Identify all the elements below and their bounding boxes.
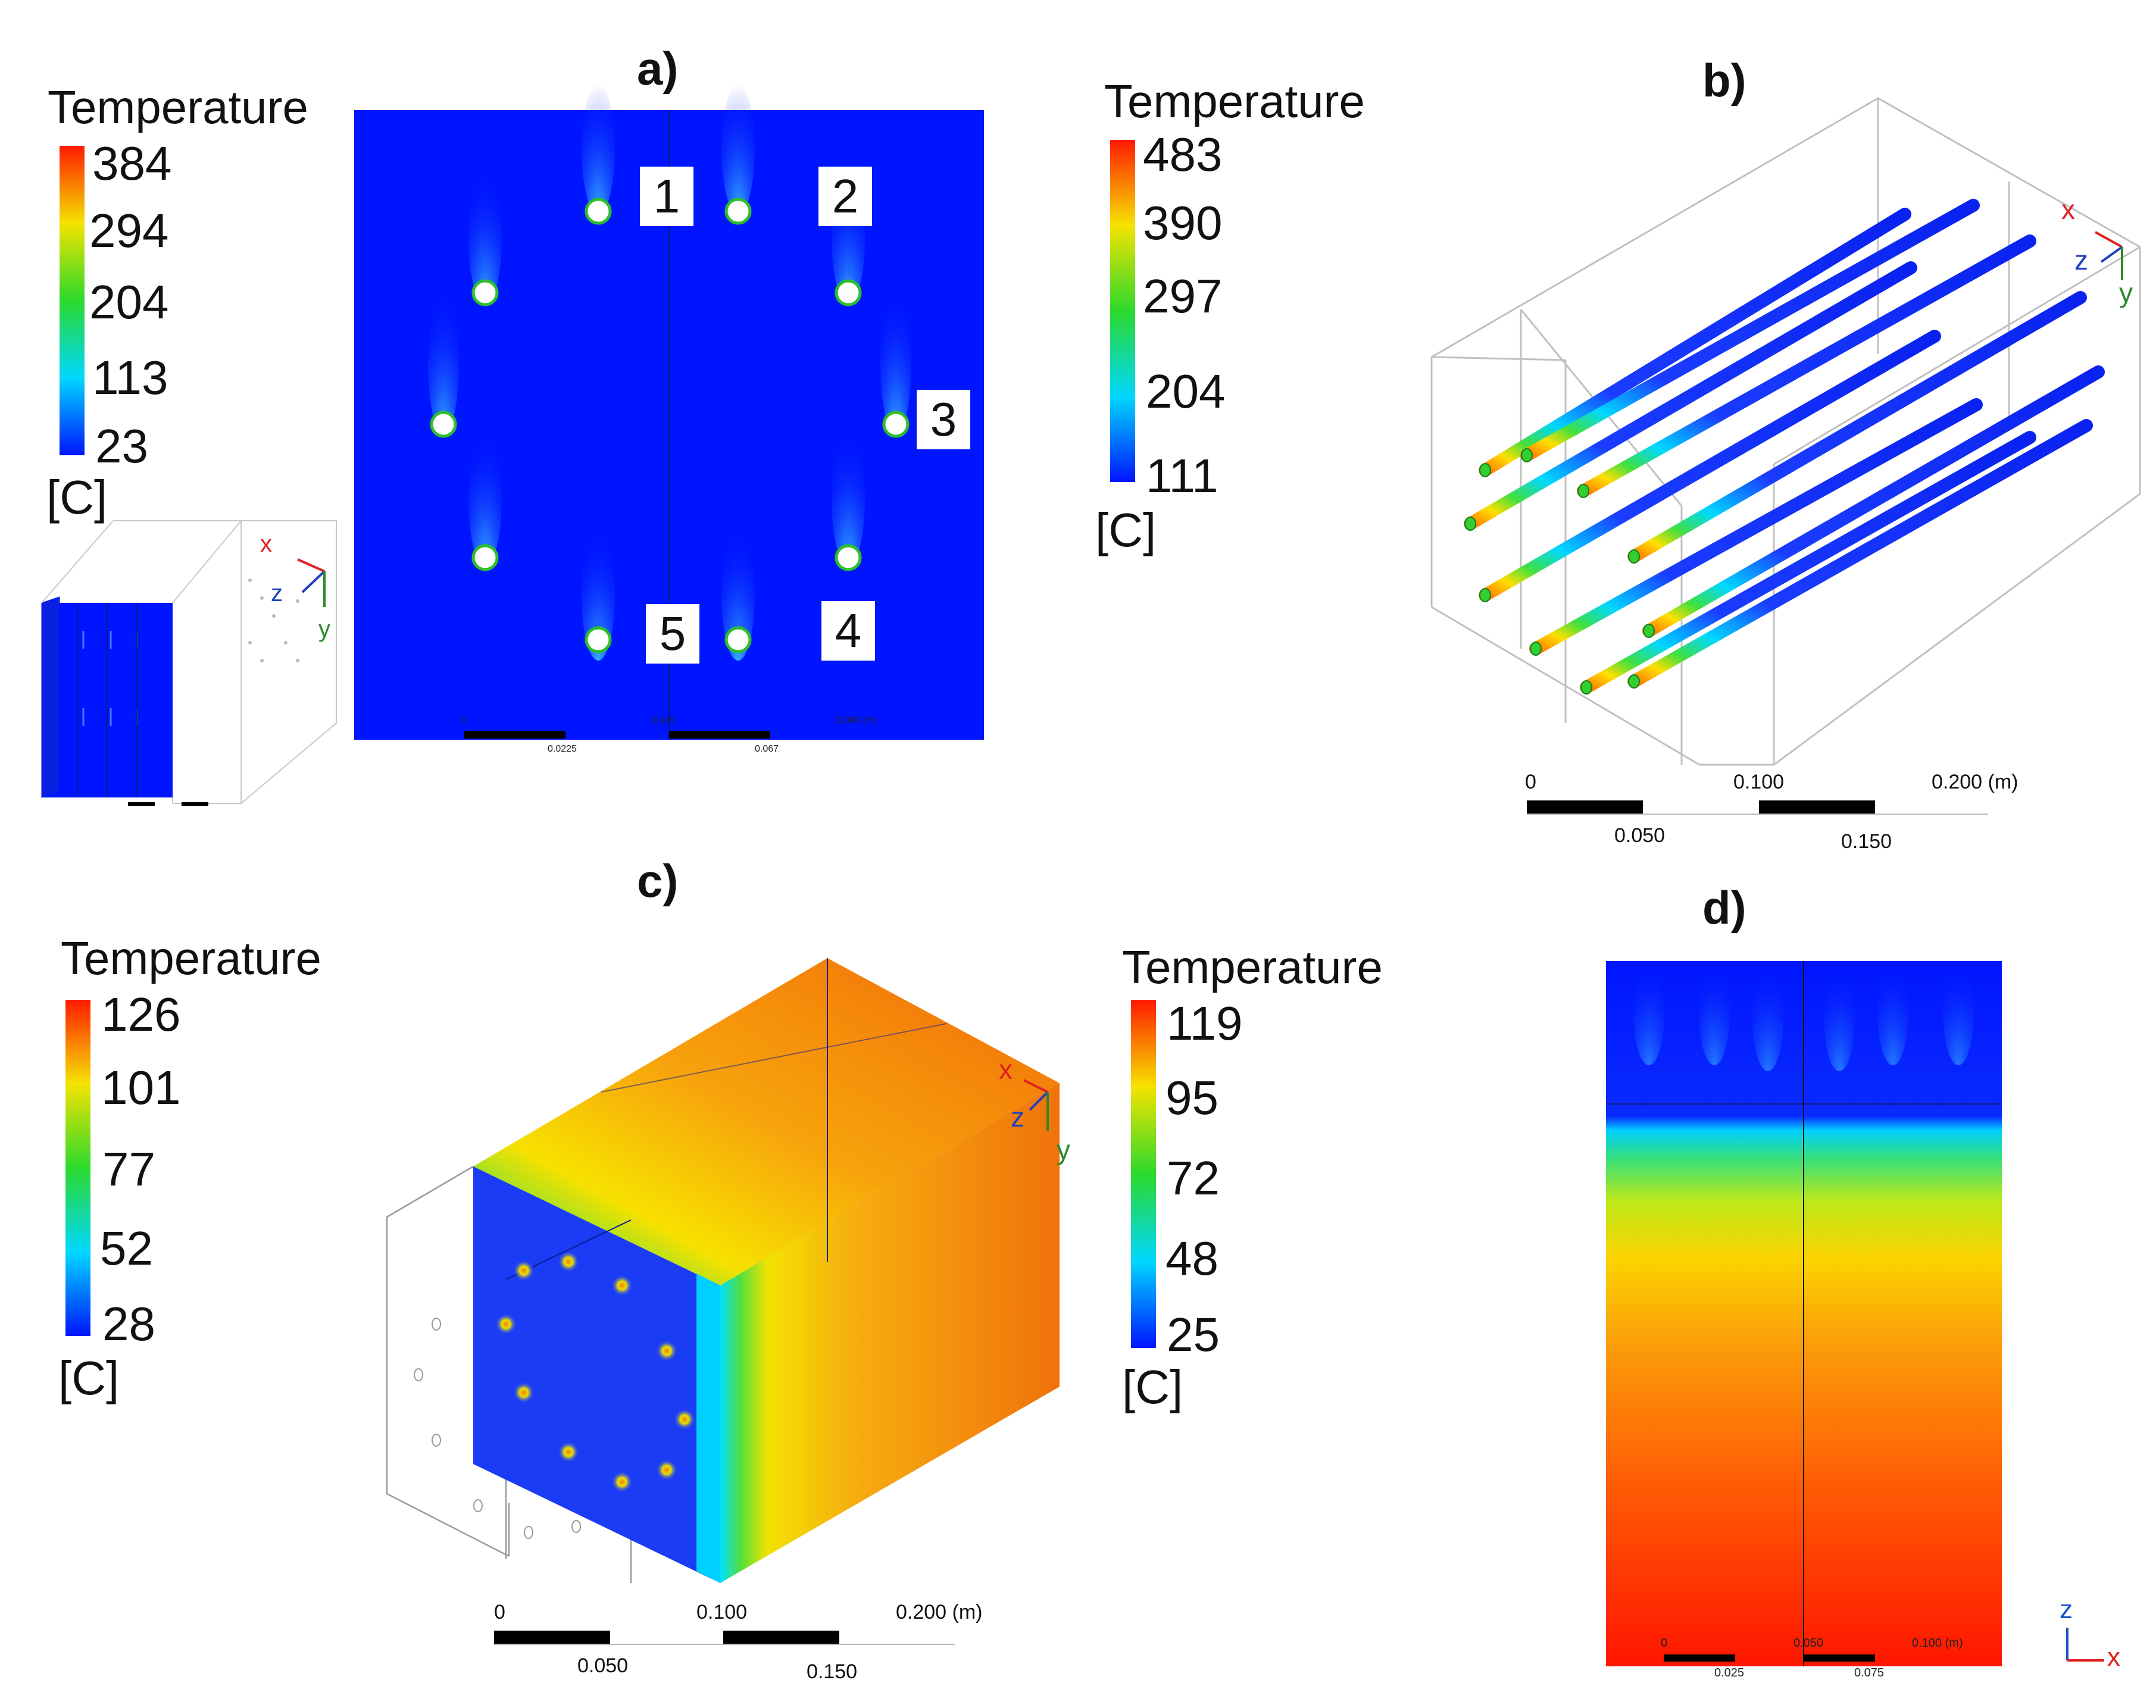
legend-c-tick: 52 xyxy=(100,1222,153,1275)
legend-b-title: Temperature xyxy=(1104,75,1365,127)
legend-b-tick: 204 xyxy=(1146,365,1226,418)
scale-c-top: 0.200 (m) xyxy=(896,1601,983,1623)
axis-d-z: z xyxy=(2060,1595,2073,1624)
scale-a-bottom: 0.0225 xyxy=(548,744,577,754)
panel-a-inset xyxy=(41,520,337,806)
scale-b-top: 0.100 xyxy=(1733,771,1785,793)
legend-b-tick: 390 xyxy=(1143,196,1223,249)
legend-b-tick: 297 xyxy=(1143,270,1223,323)
scale-b-top: 0.200 (m) xyxy=(1932,771,2018,793)
scale-a-bottom: 0.067 xyxy=(755,744,779,754)
axis-b-x: x xyxy=(2061,194,2075,225)
legend-b-tick: 111 xyxy=(1146,449,1218,502)
inset-axis-z: z xyxy=(271,580,283,606)
scale-b-bottom: 0.050 xyxy=(1614,824,1666,847)
panel-d-contour xyxy=(1606,958,2104,1666)
tube-label-5: 5 xyxy=(646,604,699,664)
axis-d-x: x xyxy=(2107,1643,2120,1672)
legend-b-unit: [C] xyxy=(1095,503,1157,556)
colorbar-a xyxy=(60,146,85,455)
legend-a-tick: 23 xyxy=(95,420,148,473)
panel-c-label: c) xyxy=(637,855,679,907)
legend-a-tick: 113 xyxy=(92,351,168,404)
legend-c-tick: 77 xyxy=(102,1143,155,1196)
legend-d-tick: 72 xyxy=(1167,1152,1220,1205)
colorbar-d xyxy=(1131,1000,1156,1348)
panel-d-label: d) xyxy=(1702,881,1746,934)
legend-a-tick: 204 xyxy=(89,276,169,329)
scale-c-bottom: 0.150 xyxy=(807,1660,858,1683)
scale-a-top: 0.045 xyxy=(652,715,676,725)
tube-label-2: 2 xyxy=(818,167,872,226)
legend-d-tick: 48 xyxy=(1166,1232,1218,1285)
panel-b-label: b) xyxy=(1702,54,1746,107)
axis-c-z: z xyxy=(1011,1102,1024,1133)
axis-b-z: z xyxy=(2074,245,2088,276)
legend-d-tick: 25 xyxy=(1167,1308,1220,1361)
panel-a-label: a) xyxy=(637,42,679,95)
legend-a-unit: [C] xyxy=(46,471,108,524)
tube-label-4: 4 xyxy=(821,601,875,661)
scale-c-top: 0.100 xyxy=(696,1601,748,1623)
legend-d-title: Temperature xyxy=(1122,941,1383,993)
legend-c-unit: [C] xyxy=(58,1352,120,1404)
legend-c-tick: 28 xyxy=(102,1297,155,1350)
inset-axis-y: y xyxy=(318,616,330,642)
axis-b-y: y xyxy=(2119,277,2133,308)
tube-label-3: 3 xyxy=(917,390,970,449)
axis-c-y: y xyxy=(1057,1134,1070,1165)
scale-d-bottom: 0.025 xyxy=(1714,1666,1745,1679)
legend-c-title: Temperature xyxy=(61,932,321,984)
axis-c-x: x xyxy=(999,1054,1013,1085)
inset-axis-x: x xyxy=(260,531,272,557)
scale-b-bottom: 0.150 xyxy=(1841,830,1892,853)
scale-c-top: 0 xyxy=(494,1601,505,1623)
scale-a-top: 0 xyxy=(461,715,467,725)
colorbar-b xyxy=(1110,140,1135,482)
colorbar-c xyxy=(65,1000,90,1336)
legend-d-tick: 95 xyxy=(1166,1071,1218,1124)
scale-d-top: 0.050 xyxy=(1793,1637,1824,1650)
panel-b-tubes xyxy=(1430,97,2141,815)
scale-a-top: 0.090 (m) xyxy=(836,715,877,725)
scale-c-bottom: 0.050 xyxy=(577,1654,629,1677)
legend-a-tick: 294 xyxy=(89,204,169,257)
legend-a-title: Temperature xyxy=(48,81,308,133)
panel-c-box xyxy=(386,958,1060,1645)
legend-c-tick: 101 xyxy=(101,1061,181,1114)
scale-d-top: 0 xyxy=(1661,1637,1668,1650)
scale-d-bottom: 0.075 xyxy=(1854,1666,1885,1679)
scale-d-top: 0.100 (m) xyxy=(1912,1637,1963,1650)
legend-a-tick: 384 xyxy=(92,137,172,190)
scale-b-top: 0 xyxy=(1525,771,1536,793)
legend-d-tick: 119 xyxy=(1167,997,1243,1050)
legend-b-tick: 483 xyxy=(1143,128,1223,181)
legend-c-tick: 126 xyxy=(101,988,181,1041)
legend-d-unit: [C] xyxy=(1122,1360,1183,1413)
tube-label-1: 1 xyxy=(640,167,693,226)
